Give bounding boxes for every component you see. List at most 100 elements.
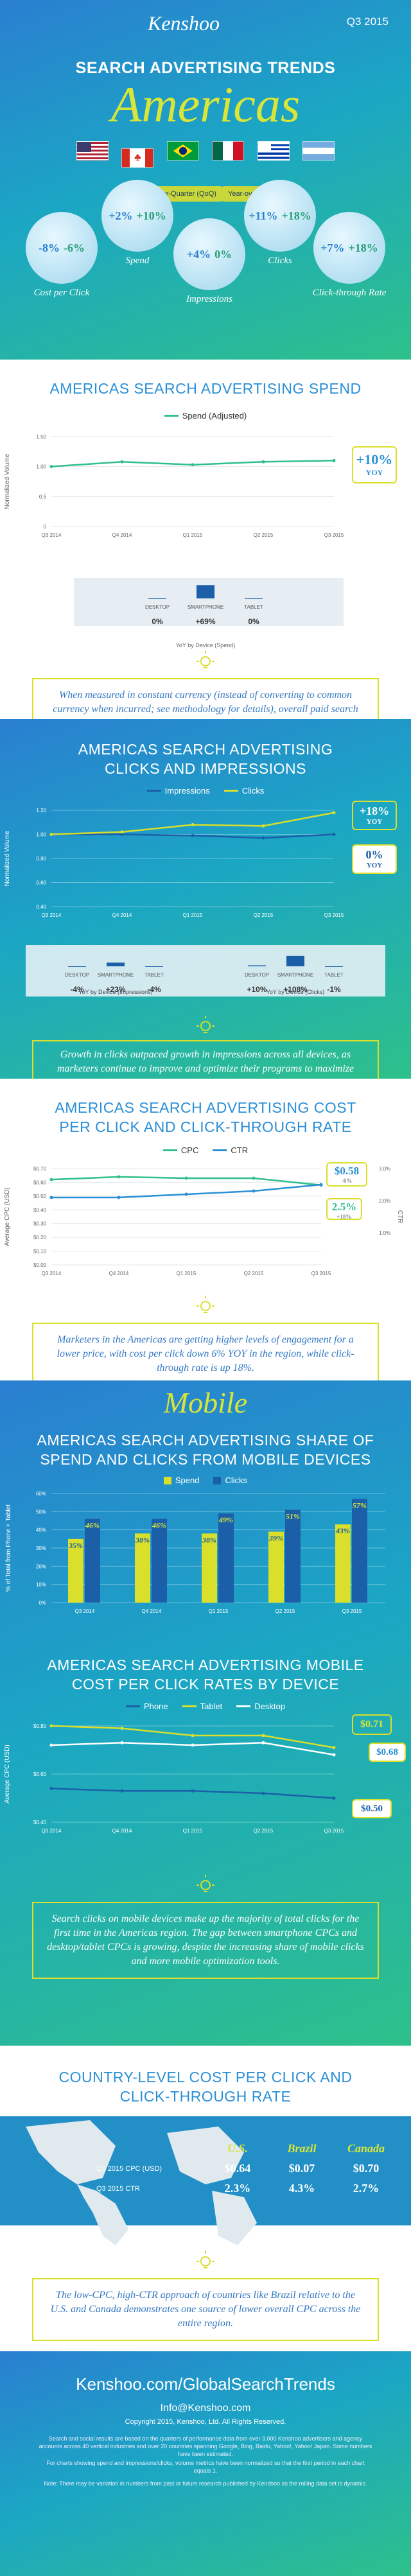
x-tick-label: Q4 2014	[142, 1608, 162, 1614]
device-bar	[148, 598, 166, 599]
clicks-yoy-callout: +18% YOY	[352, 801, 397, 830]
x-tick-label: Q3 2014	[42, 912, 62, 918]
footer-copyright: Copyright 2015, Kenshoo, Ltd. All Rights…	[125, 2418, 286, 2426]
y-tick-label: $0.30	[33, 1221, 47, 1227]
x-tick-label: Q4 2014	[109, 1271, 129, 1276]
mobile-share-title: AMERICAS SEARCH ADVERTISING SHARE OF SPE…	[37, 1432, 374, 1468]
device-value: 0%	[152, 617, 163, 626]
metric-yoy: -6%	[64, 241, 85, 254]
data-point	[191, 1743, 195, 1747]
bar-value: 35%	[68, 1541, 83, 1550]
device-value: -4%	[70, 985, 84, 994]
x-tick-label: Q3 2014	[42, 532, 62, 538]
metric-qoq: -8%	[39, 241, 60, 254]
y-tick-label: $0.00	[33, 1262, 47, 1268]
y-axis-label: % of Total from Phone + Tablet	[5, 1504, 12, 1592]
country-note: The low-CPC, high-CTR approach of countr…	[32, 2278, 379, 2341]
metric-qoq: +2%	[109, 209, 133, 222]
lightbulb-icon	[197, 1296, 214, 1313]
device-label: TABLET	[324, 972, 344, 978]
y-tick-label: 1.00	[36, 832, 46, 838]
spend-legend: Spend (Adjusted)	[0, 411, 411, 421]
data-point	[191, 823, 195, 826]
data-point	[120, 833, 124, 836]
clicks-line-chart: 0.40 0.60 0.80 1.00 1.20 Q3 2014 Q4 2014 Q1 201…	[4, 808, 344, 918]
data-point	[261, 1741, 265, 1745]
metric-label: Spend	[125, 256, 150, 266]
data-point	[252, 1189, 256, 1193]
x-tick-label: Q3 2015	[342, 1608, 362, 1614]
legend-item-spend: Spend (Adjusted)	[164, 411, 247, 421]
device-label: DESKTOP	[65, 972, 89, 978]
data-point	[120, 1727, 124, 1730]
device-value: -4%	[147, 985, 161, 994]
quarter-label: Q3 2015	[346, 15, 389, 28]
header-title: SEARCH ADVERTISING TRENDS	[75, 59, 336, 77]
device-label: TABLET	[144, 972, 164, 978]
device-bar	[245, 598, 263, 599]
device-bar	[197, 585, 214, 598]
metric-yoy: 0%	[214, 247, 232, 261]
americas-map	[26, 2120, 257, 2245]
y2-tick-label: 3.0%	[379, 1166, 390, 1172]
footer-email[interactable]: Info@Kenshoo.com	[160, 2403, 251, 2414]
y-tick-label: 30%	[36, 1545, 46, 1551]
spend-note: When measured in constant currency (inst…	[32, 678, 379, 719]
desktop-cpc-callout: $0.68	[369, 1743, 406, 1762]
country-row: Q3 2015 CTR 2.3% 4.3% 2.7%	[96, 2182, 398, 2195]
bar-clicks	[85, 1519, 100, 1603]
data-point	[332, 811, 336, 815]
metric-label: Click-through Rate	[312, 288, 387, 298]
data-point	[120, 830, 124, 834]
country-column-header: Canada	[347, 2142, 385, 2155]
y-tick-label: 0%	[39, 1600, 46, 1606]
y-axis-label: Average CPC (USD)	[4, 1187, 11, 1246]
x-tick-label: Q3 2014	[42, 1271, 62, 1276]
spend-device-chart: DESKTOP 0% SMARTPHONE +69% TABLET 0%	[145, 585, 263, 626]
y-tick-label: 40%	[36, 1527, 46, 1533]
bar-clicks	[285, 1510, 301, 1603]
country-row: Q3 2015 CPC (USD) $0.64 $0.07 $0.70	[96, 2162, 398, 2175]
footer-fine-print-1: Search and social results are based on t…	[39, 2435, 372, 2457]
mobile-cpc-title: AMERICAS SEARCH ADVERTISING MOBILE COST …	[47, 1657, 364, 1693]
bar-spend	[135, 1533, 150, 1603]
y-tick-label: 0.5	[39, 494, 47, 500]
data-point	[332, 1753, 336, 1757]
x-tick-label: Q4 2014	[112, 532, 132, 538]
footer-url[interactable]: Kenshoo.com/GlobalSearchTrends	[76, 2374, 335, 2394]
clicks-section: AMERICAS SEARCH ADVERTISING CLICKS AND I…	[0, 719, 411, 1079]
x-tick-label: Q3 2015	[324, 1828, 344, 1834]
data-point	[184, 1176, 188, 1180]
country-value: 4.3%	[288, 2182, 315, 2195]
x-tick-label: Q3 2014	[75, 1608, 95, 1614]
x-tick-label: Q1 2015	[177, 1271, 197, 1276]
lightbulb-icon	[197, 2251, 214, 2268]
spend-section: AMERICAS SEARCH ADVERTISING SPEND Spend …	[0, 360, 411, 719]
country-value: 2.3%	[224, 2182, 251, 2195]
uruguay-flag	[257, 141, 290, 161]
legend-item-tablet: Tablet	[182, 1701, 222, 1711]
bar-value: 38%	[135, 1535, 150, 1544]
mobile-share-bar-chart: 0% 10% 20% 30% 40% 50% 60% % of Total from Phon…	[5, 1491, 385, 1614]
y2-axis-label: CTR	[396, 1210, 403, 1224]
metric-label: Cost per Click	[33, 288, 90, 298]
legend-item-clicks: Clicks	[213, 1475, 247, 1485]
mexico-flag	[212, 141, 245, 161]
spend-title: AMERICAS SEARCH ADVERTISING SPEND	[49, 380, 362, 397]
cpc-legend: CPC CTR	[0, 1145, 411, 1155]
legend-item-cpc: CPC	[162, 1145, 198, 1155]
x-tick-label: Q2 2015	[254, 532, 274, 538]
metric-bubble: +7% +18%	[313, 212, 385, 284]
data-point	[184, 1192, 188, 1196]
device-bar	[325, 966, 343, 967]
data-point	[49, 1724, 53, 1728]
mobile-cpc-legend: Phone Tablet Desktop	[0, 1701, 411, 1711]
metric-yoy: +10%	[136, 209, 166, 222]
y-axis-label: Normalized Volume	[4, 453, 11, 509]
y-tick-label: $0.40	[33, 1207, 47, 1213]
data-point	[120, 460, 124, 464]
data-point	[332, 833, 336, 836]
kenshoo-logo: Kenshoo	[148, 12, 220, 35]
tablet-cpc-callout: $0.71	[352, 1714, 392, 1735]
data-point	[252, 1176, 256, 1180]
